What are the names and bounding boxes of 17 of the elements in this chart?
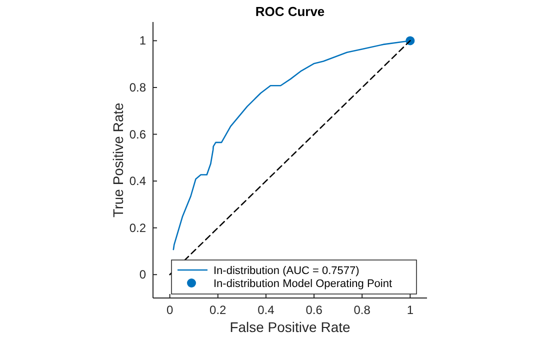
y-tick-label: 1 [139,34,146,48]
x-axis-title: False Positive Rate [230,319,351,335]
legend-label: In-distribution Model Operating Point [214,278,392,290]
x-tick-label: 0.2 [210,303,227,317]
legend-label: In-distribution (AUC = 0.7577) [214,265,360,277]
y-tick-label: 0.2 [129,220,146,235]
x-tick-label: 0.6 [306,303,323,317]
y-tick-label: 0 [139,268,146,282]
x-tick-label: 0.4 [258,303,275,317]
y-axis-title: True Positive Rate [110,102,126,218]
y-tick-label: 0.8 [129,80,146,94]
x-tick-label: 0.8 [354,303,371,317]
chart-title: ROC Curve [255,4,325,19]
y-tick-label: 0.4 [129,174,146,188]
x-tick-label: 0 [166,303,174,317]
x-tick-label: 1 [406,303,414,317]
y-tick-label: 0.6 [129,127,146,142]
